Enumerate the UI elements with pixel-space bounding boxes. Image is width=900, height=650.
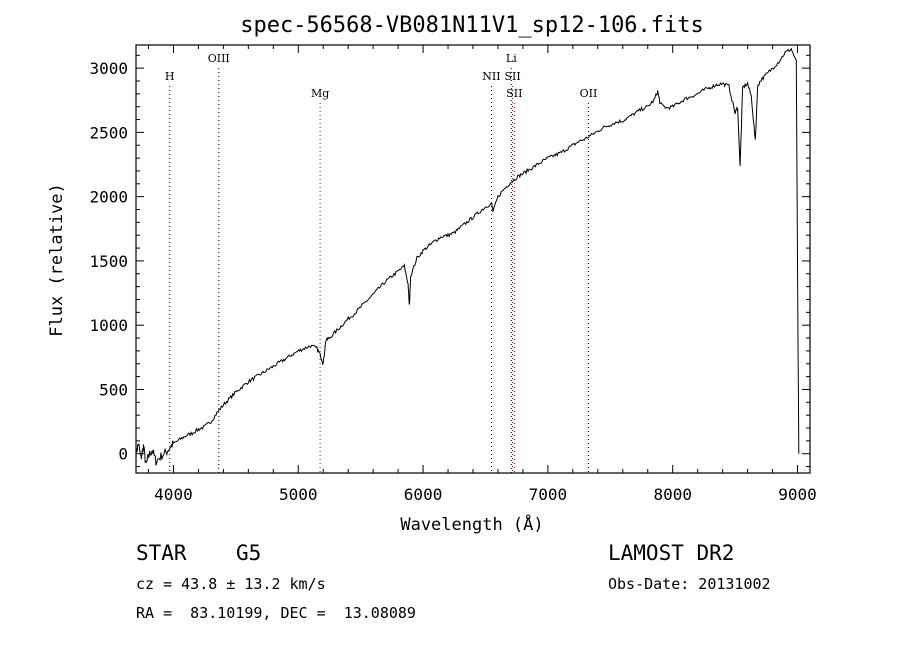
x-tick-label: 5000 — [279, 485, 318, 504]
emission-line-markers: H OIII Mg NII Li SII SII OII — [165, 52, 597, 473]
marker-label: OIII — [208, 52, 230, 65]
object-subclass: G5 — [236, 541, 262, 565]
y-axis-ticks: 0 500 1000 1500 2000 2500 3000 — [89, 54, 810, 468]
survey-name: LAMOST DR2 — [608, 541, 735, 565]
x-tick-label: 6000 — [404, 485, 443, 504]
plot-frame — [135, 44, 811, 474]
marker-label: OII — [580, 87, 598, 100]
x-tick-label: 4000 — [154, 485, 193, 504]
marker-label: SII — [506, 87, 522, 100]
x-axis-ticks: 4000 5000 6000 7000 8000 9000 — [147, 45, 817, 504]
spectrum-series-line — [135, 47, 800, 466]
x-axis-label: Wavelength (Å) — [400, 513, 543, 535]
redshift-velocity: cz = 43.8 ± 13.2 km/s — [136, 575, 326, 593]
marker-label: Li — [506, 52, 517, 65]
y-tick-label: 2500 — [89, 123, 128, 142]
y-tick-label: 1500 — [89, 252, 128, 271]
y-axis-label: Flux (relative) — [47, 183, 67, 337]
marker-label: SII — [504, 70, 520, 83]
chart-title: spec-56568-VB081N11V1_sp12-106.fits — [240, 13, 704, 38]
y-tick-label: 1000 — [89, 316, 128, 335]
y-tick-label: 3000 — [89, 59, 128, 78]
observation-date: Obs-Date: 20131002 — [608, 575, 771, 593]
x-tick-label: 9000 — [778, 485, 817, 504]
marker-label: H — [165, 70, 175, 83]
coordinates: RA = 83.10199, DEC = 13.08089 — [136, 604, 416, 622]
x-tick-label: 8000 — [653, 485, 692, 504]
marker-label: Mg — [311, 87, 329, 100]
y-tick-label: 2000 — [89, 188, 128, 207]
marker-label: NII — [482, 70, 500, 83]
y-tick-label: 0 — [118, 445, 128, 464]
object-class: STAR — [136, 541, 187, 565]
x-tick-label: 7000 — [529, 485, 568, 504]
y-tick-label: 500 — [99, 380, 128, 399]
